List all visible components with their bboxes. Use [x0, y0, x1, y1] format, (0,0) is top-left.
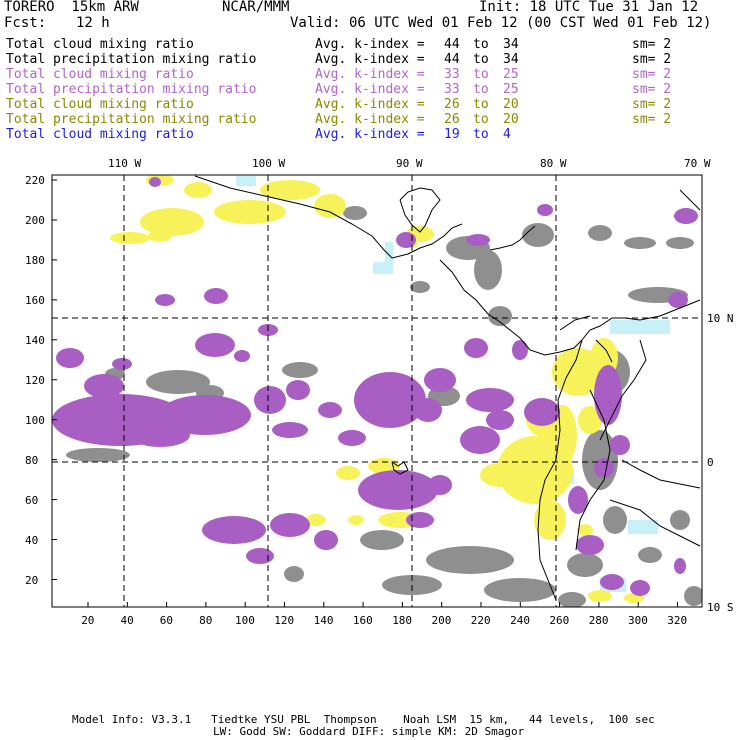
legend-k-from: 26 — [444, 112, 460, 127]
x-tick-label: 200 — [431, 614, 452, 627]
legend-k-from: 33 — [444, 82, 460, 97]
legend-field: Total precipitation mixing ratio — [6, 82, 257, 97]
x-tick-label: 140 — [313, 614, 334, 627]
legend-k-from: 26 — [444, 97, 460, 112]
purple-cloud-layer — [52, 177, 698, 596]
y-tick-label: 200 — [25, 213, 45, 227]
y-tick-label: 100 — [25, 413, 45, 427]
legend-to: to — [473, 127, 489, 142]
fcst-label: Fcst: — [4, 15, 47, 31]
y-tick-label: 20 — [25, 573, 39, 587]
legend-k-to: 34 — [503, 52, 519, 67]
x-tick-label: 300 — [628, 614, 648, 627]
legend-kindex-label: Avg. k-index = — [315, 52, 425, 67]
x-tick-label: 220 — [470, 614, 491, 627]
legend-field: Total cloud mixing ratio — [6, 67, 194, 82]
x-tick-label: 100 — [235, 614, 255, 627]
legend-field: Total cloud mixing ratio — [6, 37, 194, 52]
latitude-label: 10 S — [707, 601, 734, 614]
y-tick-label: 180 — [25, 253, 45, 267]
x-tick-label: 280 — [588, 614, 609, 627]
fcst-value: 12 h — [76, 15, 110, 31]
x-tick-label: 240 — [510, 614, 530, 627]
graticule — [52, 175, 702, 607]
legend-k-to: 4 — [503, 127, 511, 142]
legend-kindex-label: Avg. k-index = — [315, 127, 425, 142]
legend-to: to — [473, 97, 489, 112]
legend-field: Total cloud mixing ratio — [6, 97, 194, 112]
y-tick-label: 220 — [25, 174, 45, 187]
legend-kindex-label: Avg. k-index = — [315, 37, 425, 52]
x-tick-label: 320 — [667, 614, 688, 627]
x-tick-label: 40 — [120, 614, 134, 627]
legend-to: to — [473, 52, 489, 67]
longitude-label: 110 W — [108, 157, 142, 170]
map-frame — [51, 174, 703, 608]
legend-k-to: 25 — [503, 82, 519, 97]
latitude-label: 0 — [707, 456, 714, 469]
legend-to: to — [473, 112, 489, 127]
legend-k-from: 44 — [444, 52, 460, 67]
coastlines — [194, 175, 701, 601]
legend-to: to — [473, 82, 489, 97]
org-title: NCAR/MMM — [222, 0, 290, 15]
legend-kindex-label: Avg. k-index = — [315, 67, 425, 82]
legend-kindex-label: Avg. k-index = — [315, 112, 425, 127]
legend-k-from: 19 — [444, 127, 460, 142]
legend-k-to: 20 — [503, 97, 519, 112]
legend-k-from: 33 — [444, 67, 460, 82]
legend-kindex-label: Avg. k-index = — [315, 97, 425, 112]
model-title: TORERO 15km ARW — [4, 0, 139, 15]
map-layers — [52, 175, 702, 607]
legend-to: to — [473, 37, 489, 52]
legend-sm: sm= 2 — [632, 82, 672, 97]
init-time: Init: 18 UTC Tue 31 Jan 12 — [479, 0, 699, 15]
footer-model-info: Model Info: V3.3.1 Tiedtke YSU PBL Thomp… — [72, 713, 655, 726]
x-tick-label: 180 — [392, 614, 413, 627]
legend-k-to: 34 — [503, 37, 519, 52]
legend-sm: sm= 2 — [632, 52, 672, 67]
footer-physics-info: LW: Godd SW: Goddard DIFF: simple KM: 2D… — [213, 725, 525, 738]
longitude-label: 100 W — [252, 157, 286, 170]
legend-k-to: 25 — [503, 67, 519, 82]
axis-ticks — [52, 179, 678, 607]
legend-sm: sm= 2 — [632, 67, 672, 82]
x-tick-label: 160 — [352, 614, 373, 627]
legend-kindex-label: Avg. k-index = — [315, 82, 425, 97]
x-tick-label: 80 — [199, 614, 213, 627]
legend-k-to: 20 — [503, 112, 519, 127]
y-tick-label: 160 — [25, 293, 45, 307]
x-tick-label: 20 — [81, 614, 95, 627]
longitude-label: 70 W — [684, 157, 711, 170]
y-tick-label: 120 — [25, 373, 45, 387]
legend-field: Total precipitation mixing ratio — [6, 52, 257, 67]
x-tick-label: 260 — [549, 614, 570, 627]
legend-sm: sm= 2 — [632, 37, 672, 52]
y-tick-label: 40 — [25, 533, 39, 547]
legend-field: Total precipitation mixing ratio — [6, 112, 257, 127]
latitude-label: 10 N — [707, 312, 734, 325]
longitude-label: 80 W — [540, 157, 567, 170]
legend-sm: sm= 2 — [632, 112, 672, 127]
valid-time: Valid: 06 UTC Wed 01 Feb 12 (00 CST Wed … — [290, 15, 712, 31]
x-tick-label: 60 — [159, 614, 174, 627]
y-tick-label: 60 — [25, 493, 39, 507]
longitude-label: 90 W — [396, 157, 423, 170]
legend-k-from: 44 — [444, 37, 460, 52]
x-tick-label: 120 — [274, 614, 295, 627]
legend-to: to — [473, 67, 489, 82]
y-tick-label: 80 — [25, 453, 39, 467]
legend-sm: sm= 2 — [632, 97, 672, 112]
legend-field: Total cloud mixing ratio — [6, 127, 194, 142]
y-tick-label: 140 — [25, 333, 45, 347]
